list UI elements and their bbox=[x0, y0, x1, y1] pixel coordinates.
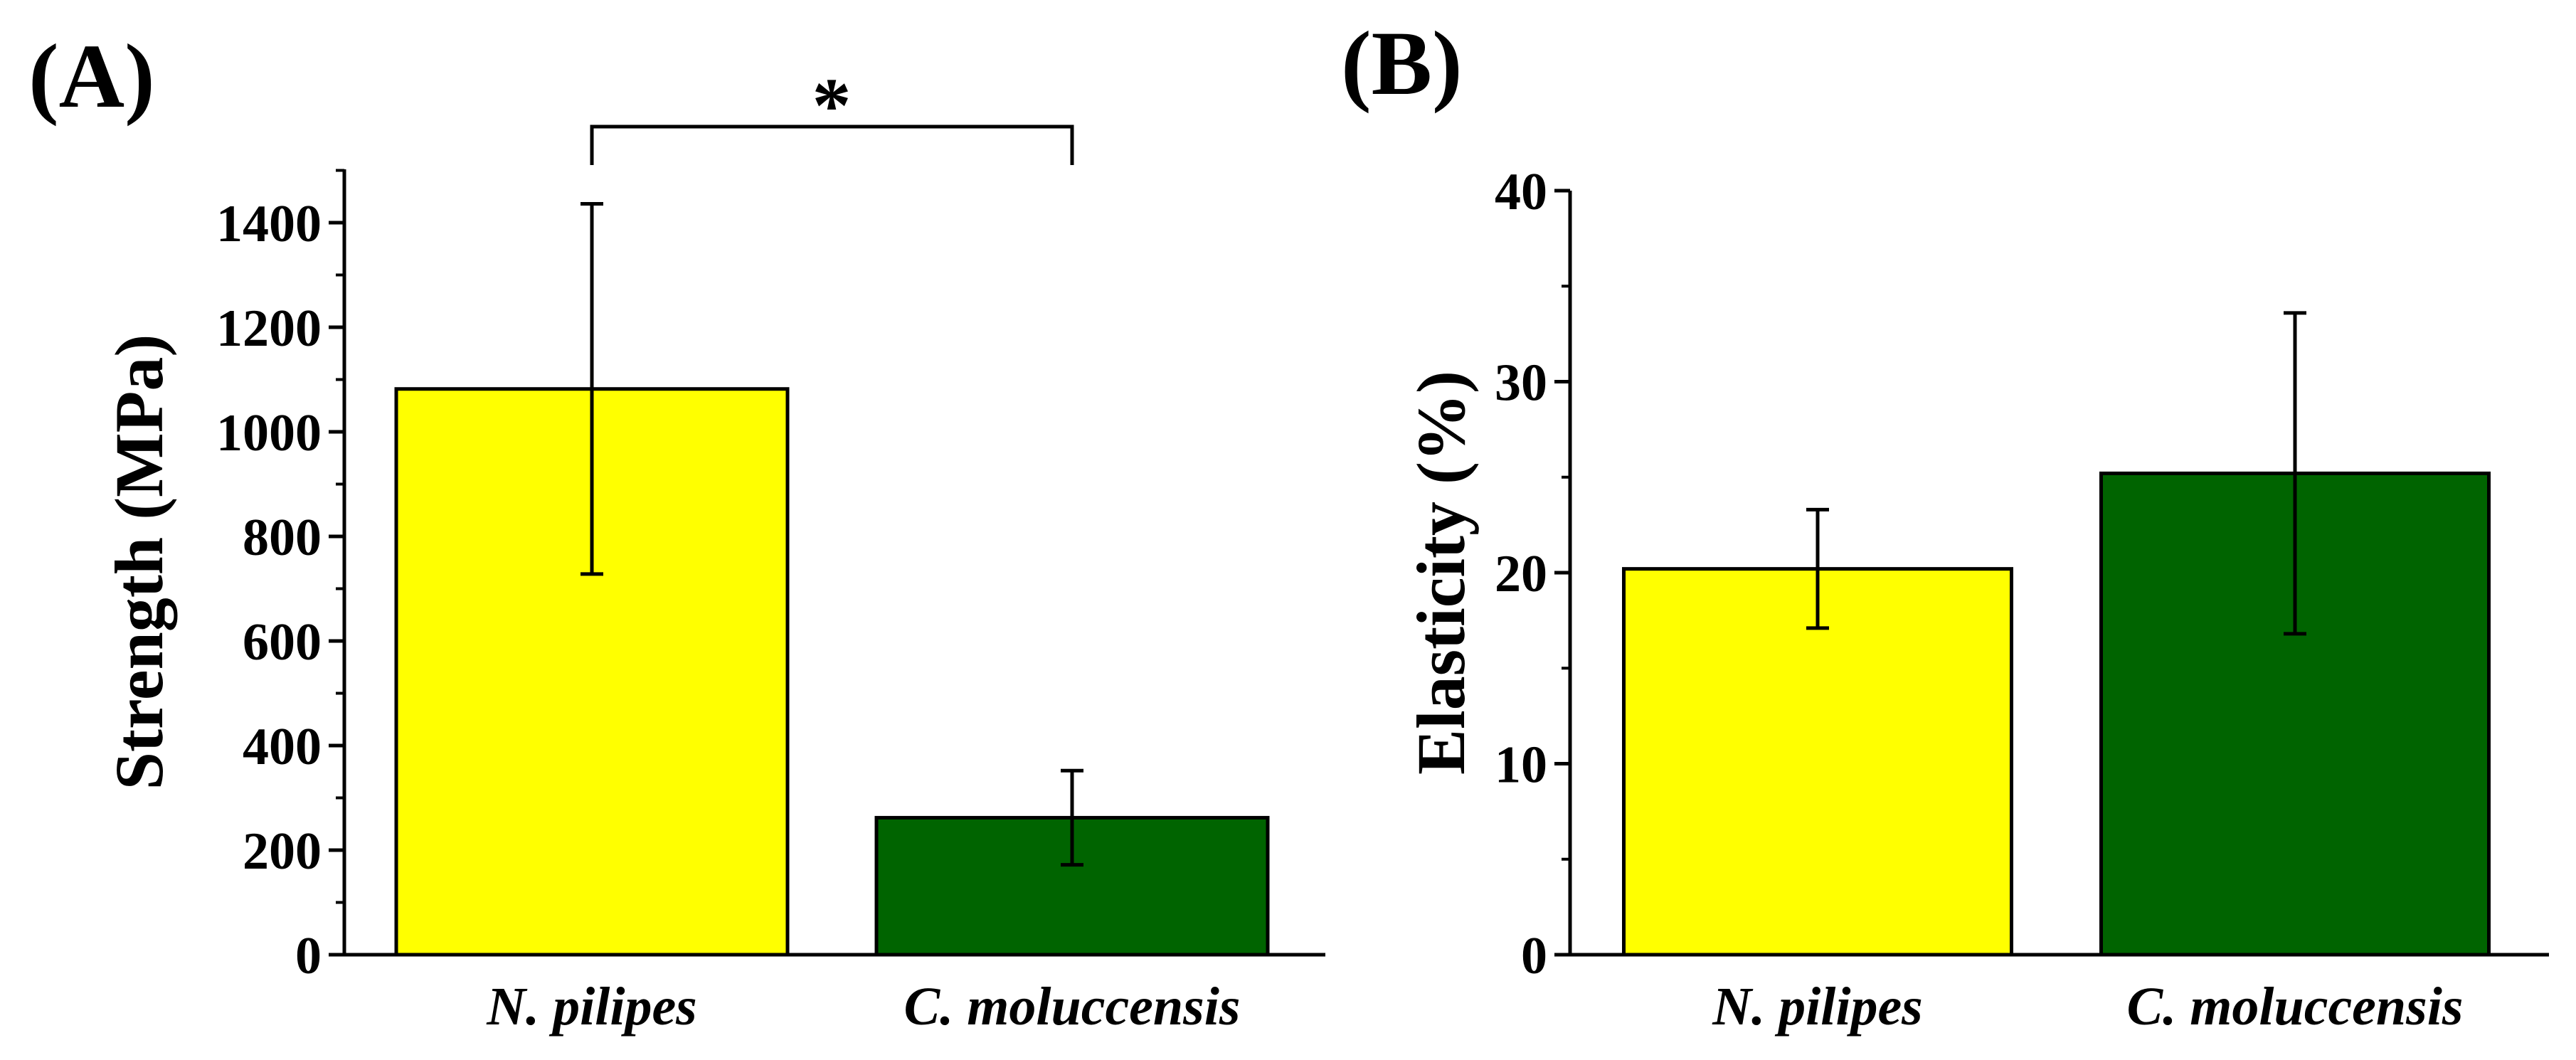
panel-b-category-label-c-moluccensis: C. moluccensis bbox=[2127, 977, 2464, 1037]
panel-a-y-ticks: 0 200 400 600 800 1000 1200 1400 bbox=[216, 169, 344, 985]
panel-b-y-axis-title: Elasticity (%) bbox=[1403, 371, 1479, 775]
panel-a-axes bbox=[342, 169, 1325, 957]
panel-a-y-tick-label: 1000 bbox=[216, 404, 322, 462]
significance-star: * bbox=[812, 62, 852, 149]
panel-b-y-ticks: 0 10 20 30 40 bbox=[1495, 163, 1570, 985]
panel-b-y-tick-label: 30 bbox=[1495, 354, 1547, 413]
panel-a-label: (A) bbox=[28, 26, 155, 127]
panel-b-error-bar-c-moluccensis bbox=[2284, 311, 2306, 636]
panel-b-category-label-n-pilipes: N. pilipes bbox=[1712, 977, 1923, 1037]
panel-a-category-label-n-pilipes: N. pilipes bbox=[486, 977, 697, 1037]
panel-a-strength-chart: (A) * 0 200 400 600 800 1000 1200 1400 N. pilip… bbox=[28, 26, 1325, 1037]
panel-a-error-bar-c-moluccensis bbox=[1061, 768, 1083, 867]
panel-a-error-bar-n-pilipes bbox=[581, 202, 603, 576]
panel-b-y-tick-label: 20 bbox=[1495, 545, 1547, 603]
panel-b-label: (B) bbox=[1341, 13, 1463, 114]
panel-a-y-tick-label: 400 bbox=[243, 718, 322, 776]
panel-a-y-tick-label: 1400 bbox=[216, 195, 322, 253]
panel-a-y-tick-label: 600 bbox=[243, 613, 322, 672]
panel-a-y-tick-label: 800 bbox=[243, 509, 322, 567]
panel-a-y-tick-label: 1200 bbox=[216, 300, 322, 358]
panel-b-bar-n-pilipes bbox=[1622, 567, 2013, 957]
panel-b-error-bars bbox=[1806, 311, 2306, 636]
panel-a-y-axis-title: Strength (MPa) bbox=[101, 334, 177, 790]
panel-b-error-bar-n-pilipes bbox=[1806, 507, 1829, 630]
panel-b-y-tick-label: 10 bbox=[1495, 736, 1547, 795]
panel-a-category-label-c-moluccensis: C. moluccensis bbox=[904, 977, 1241, 1037]
panel-b-y-tick-label: 0 bbox=[1521, 927, 1547, 985]
significance-bracket bbox=[590, 124, 1074, 165]
panel-a-y-tick-label: 0 bbox=[295, 927, 322, 985]
panel-a-error-bars bbox=[581, 202, 1083, 867]
panel-b-y-tick-label: 40 bbox=[1495, 163, 1547, 221]
panel-a-y-tick-label: 200 bbox=[243, 822, 322, 881]
